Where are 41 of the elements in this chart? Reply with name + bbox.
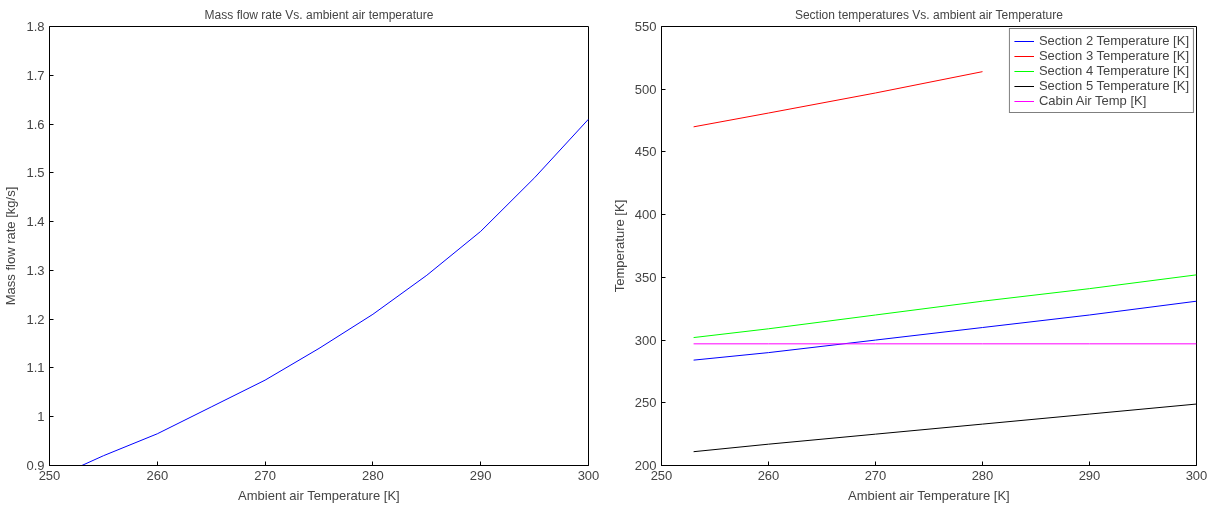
- line-series: [81, 118, 589, 466]
- y-tick-label: 400: [634, 207, 657, 223]
- y-tick-label: 1.5: [26, 165, 45, 181]
- x-tick-label: 300: [577, 467, 600, 483]
- y-tick-label: 1.2: [26, 311, 45, 327]
- y-tick-label: 1.4: [26, 214, 45, 230]
- y-axis-title: Mass flow rate [kg/s]: [3, 186, 19, 306]
- y-tick-label: 250: [634, 395, 657, 411]
- legend-label: Section 3 Temperature [K]: [1038, 48, 1189, 63]
- legend-label: Cabin Air Temp [K]: [1038, 93, 1147, 108]
- y-tick-label: 1.6: [26, 116, 45, 132]
- x-tick-label: 260: [146, 467, 169, 483]
- chart-title: Mass flow rate Vs. ambient air temperature: [204, 7, 434, 22]
- y-tick-label: 1: [37, 409, 45, 425]
- y-tick-label: 1.7: [26, 67, 45, 83]
- y-tick-label: 1.8: [26, 19, 45, 34]
- x-axis-title: Ambient air Temperature [K]: [848, 487, 1010, 503]
- x-tick-label: 270: [254, 467, 276, 483]
- x-tick-label: 280: [362, 467, 384, 483]
- line-series: [693, 71, 983, 128]
- x-tick-label: 280: [971, 467, 994, 483]
- x-tick-label: 260: [757, 467, 780, 483]
- chart-title: Section temperatures Vs. ambient air Temperature: [794, 7, 1064, 22]
- line-series: [693, 274, 1197, 339]
- legend-label: Section 2 Temperature [K]: [1038, 33, 1189, 48]
- y-tick-label: 1.3: [26, 262, 45, 278]
- line-series: [693, 300, 1197, 361]
- x-tick-label: 300: [1185, 467, 1208, 483]
- y-axis-title: Temperature [K]: [611, 199, 627, 293]
- y-tick-label: 1.1: [26, 360, 45, 376]
- y-tick-label: 450: [634, 144, 657, 160]
- x-tick-label: 270: [864, 467, 887, 483]
- x-tick-label: 290: [469, 467, 492, 483]
- legend-label: Section 4 Temperature [K]: [1038, 63, 1189, 78]
- legend-label: Section 5 Temperature [K]: [1038, 78, 1189, 93]
- y-tick-label: 300: [634, 332, 657, 348]
- x-tick-label: 290: [1078, 467, 1101, 483]
- y-tick-label: 500: [634, 81, 657, 97]
- x-axis-title: Ambient air Temperature [K]: [238, 487, 400, 503]
- y-tick-label: 550: [634, 19, 657, 34]
- y-tick-label: 350: [634, 269, 657, 285]
